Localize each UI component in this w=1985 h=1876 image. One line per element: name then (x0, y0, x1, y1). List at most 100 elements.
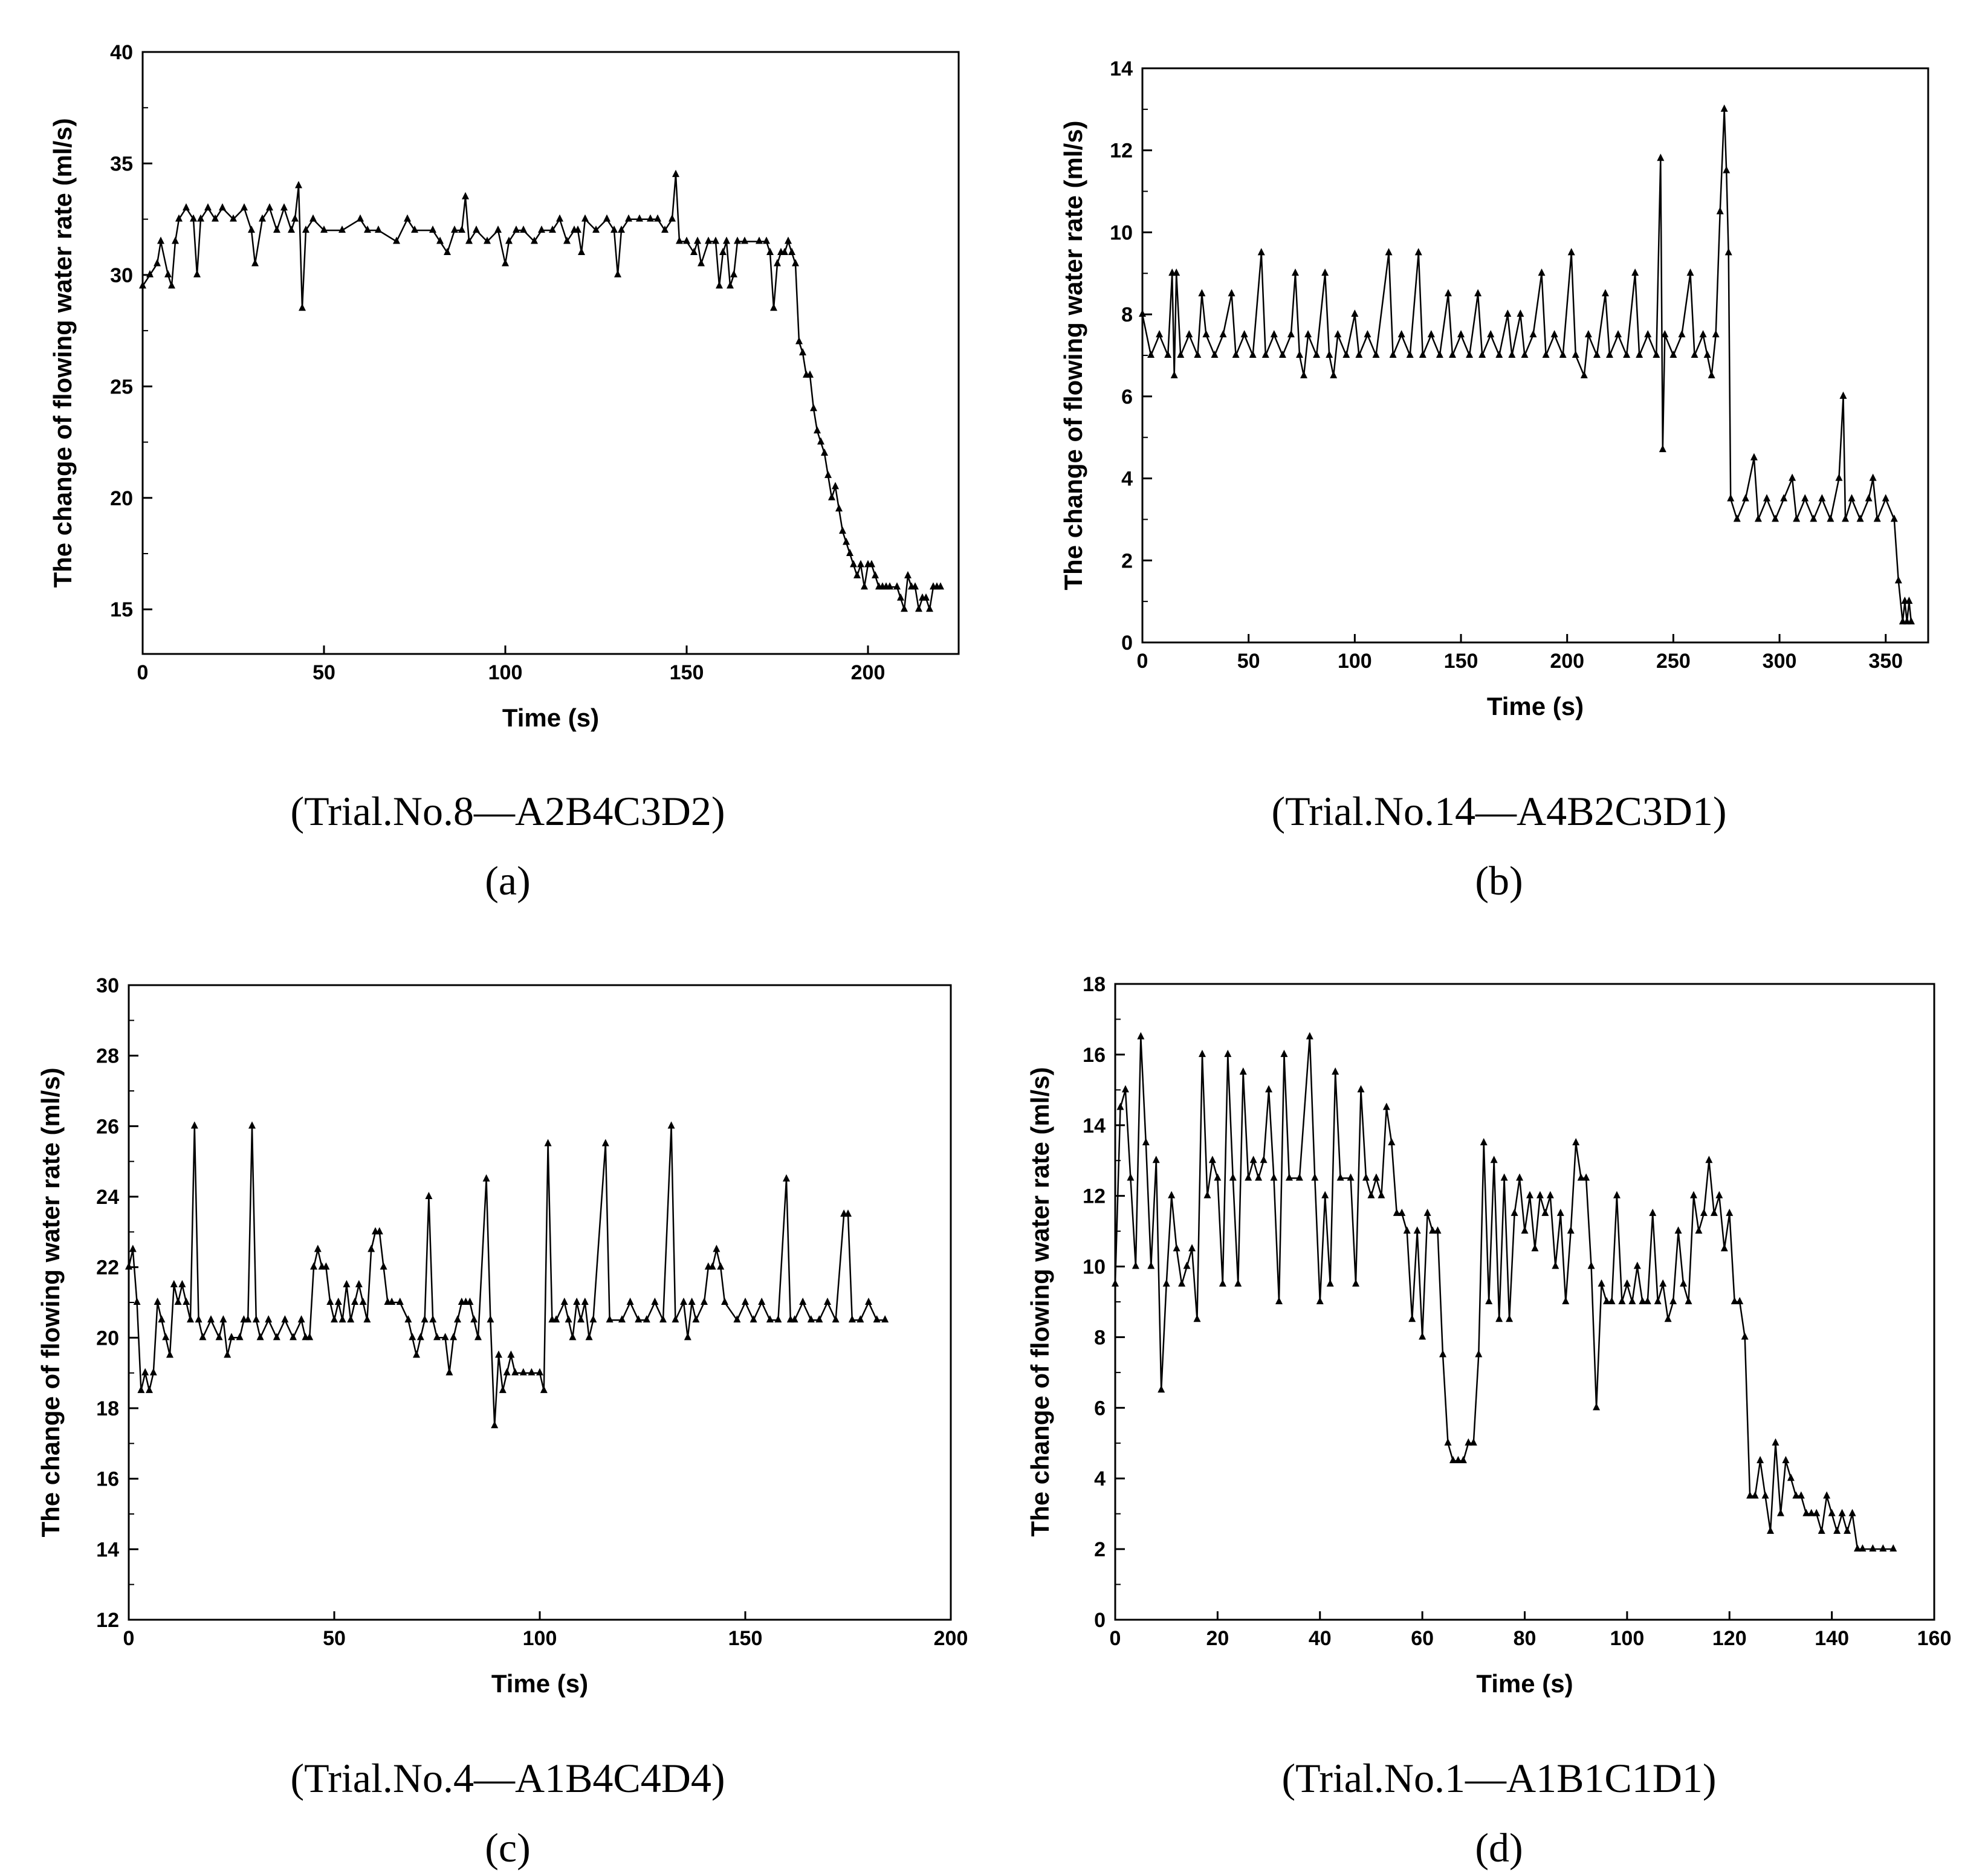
series-line (1114, 1036, 1894, 1550)
data-point (1261, 351, 1269, 358)
data-point (853, 571, 861, 578)
x-axis-label: Time (s) (502, 704, 599, 732)
data-point (636, 214, 643, 222)
data-point (359, 1298, 367, 1305)
data-point (1469, 1438, 1477, 1446)
data-point (606, 1315, 614, 1323)
data-point (937, 582, 944, 590)
y-axis-label: The change of flowing water rate (ml/s) (36, 1067, 65, 1537)
data-point (1316, 1297, 1324, 1304)
x-axis-label: Time (s) (1487, 692, 1584, 720)
data-point (1623, 1279, 1631, 1287)
data-point (708, 1262, 716, 1270)
y-tick-label: 0 (1121, 632, 1133, 655)
data-point (1813, 1509, 1821, 1516)
data-point (1232, 351, 1240, 358)
data-point (1708, 370, 1715, 378)
data-point (183, 1298, 190, 1305)
data-point (536, 1368, 543, 1376)
data-point (183, 203, 190, 211)
data-point (224, 1350, 232, 1358)
data-point (363, 1315, 371, 1323)
data-point (503, 1368, 511, 1376)
data-point (290, 1333, 297, 1341)
data-point (832, 482, 839, 490)
data-point (1710, 1208, 1718, 1216)
data-point (409, 1333, 416, 1341)
panel-letter: (d) (1475, 1825, 1523, 1871)
data-point (788, 248, 795, 255)
data-point (799, 1298, 807, 1305)
data-point (137, 1385, 145, 1393)
data-point (299, 303, 306, 311)
data-point (175, 214, 183, 222)
data-point (1767, 1526, 1774, 1534)
data-point (857, 560, 864, 568)
data-point (1495, 1315, 1503, 1322)
data-point (230, 214, 237, 222)
data-point (1385, 248, 1393, 256)
x-axis-label: Time (s) (491, 1669, 588, 1698)
data-point (487, 1315, 494, 1323)
data-point (601, 1139, 609, 1147)
data-point (647, 214, 654, 222)
data-point (1152, 1156, 1160, 1163)
data-point (1132, 1261, 1139, 1269)
data-point (1856, 514, 1864, 522)
data-point (1173, 268, 1180, 276)
data-point (1219, 330, 1227, 338)
data-point (1608, 1297, 1616, 1304)
data-point (1613, 1191, 1621, 1198)
data-point (835, 504, 843, 512)
data-point (873, 1315, 881, 1323)
data-point (807, 1315, 815, 1323)
data-point (1474, 289, 1482, 297)
data-point (1459, 1456, 1467, 1463)
data-point (1278, 351, 1286, 358)
data-point (416, 1333, 424, 1341)
data-point (157, 236, 164, 244)
data-point (444, 248, 451, 255)
data-point (661, 225, 669, 233)
data-point (1326, 351, 1333, 358)
data-point (347, 1315, 355, 1323)
data-point (1156, 330, 1164, 338)
data-point (1792, 1491, 1800, 1499)
data-point (1406, 351, 1414, 358)
data-point (538, 225, 545, 233)
data-point (1168, 1191, 1176, 1198)
data-point (1776, 1509, 1784, 1516)
data-point (625, 214, 632, 222)
data-point (861, 582, 868, 590)
data-point (1444, 1438, 1452, 1446)
data-point (1188, 1244, 1196, 1252)
data-point (926, 604, 933, 612)
data-point (195, 1315, 202, 1323)
data-point (792, 259, 799, 267)
data-point (1603, 1297, 1610, 1304)
data-point (1485, 1297, 1493, 1304)
data-point (1782, 1456, 1790, 1463)
data-point (814, 426, 821, 434)
data-point (552, 1315, 560, 1323)
data-point (1351, 309, 1359, 317)
data-point (1164, 351, 1172, 358)
data-point (672, 169, 679, 177)
data-point (474, 1333, 482, 1341)
data-point (1654, 1297, 1662, 1304)
data-point (1198, 1049, 1206, 1057)
data-point (705, 236, 712, 244)
data-point (886, 582, 893, 590)
data-point (465, 236, 473, 244)
data-point (204, 203, 212, 211)
data-point (244, 1315, 252, 1323)
data-point (458, 225, 465, 233)
chart-caption: (Trial.No.8—A2B4C3D2) (290, 788, 725, 834)
y-axis-label: The change of flowing water rate (ml/s) (1059, 120, 1087, 590)
data-point (248, 225, 255, 233)
x-tick-label: 0 (123, 1627, 135, 1650)
data-point (721, 1298, 728, 1305)
data-point (556, 214, 563, 222)
data-point (659, 1315, 667, 1323)
series-line (141, 173, 941, 610)
